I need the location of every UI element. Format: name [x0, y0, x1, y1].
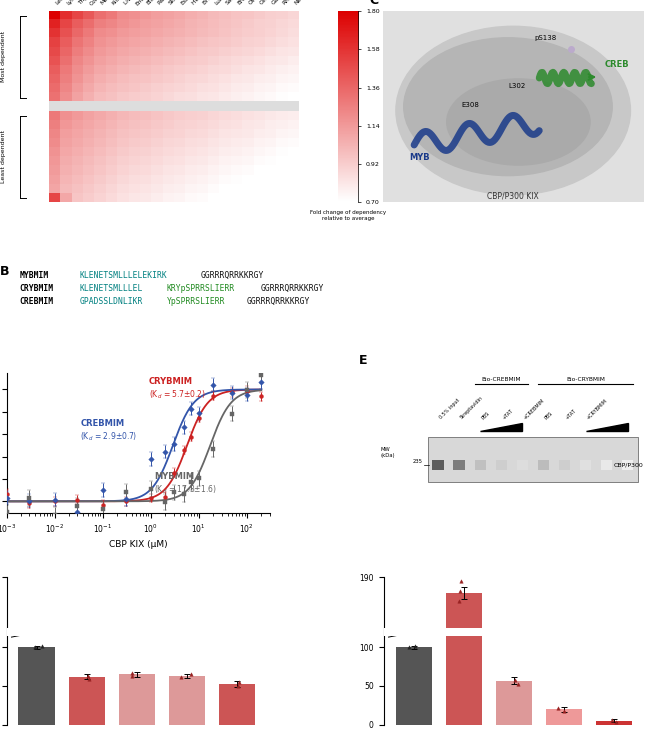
Text: MYBMIM: MYBMIM — [154, 472, 194, 481]
Bar — [601, 460, 612, 470]
Text: C: C — [370, 0, 379, 7]
Polygon shape — [480, 423, 523, 431]
Bar — [6, 628, 266, 635]
X-axis label: CBP KIX (μM): CBP KIX (μM) — [109, 540, 168, 549]
Text: Streptavidin: Streptavidin — [460, 395, 484, 420]
Text: KRYpSPRRSLIERR: KRYpSPRRSLIERR — [166, 284, 235, 293]
Bar — [18, 647, 55, 725]
Bar — [118, 674, 155, 725]
Bar — [622, 460, 634, 470]
Text: (K$_d$ = 2.9±0.7): (K$_d$ = 2.9±0.7) — [80, 431, 138, 444]
Text: pS138: pS138 — [534, 34, 556, 41]
Text: GGRRRQRRKKRGY: GGRRRQRRKKRGY — [200, 271, 263, 280]
Text: +CREBMIM: +CREBMIM — [523, 397, 545, 420]
Text: (K$_d$ = 5.7±0.2): (K$_d$ = 5.7±0.2) — [149, 389, 205, 401]
Polygon shape — [586, 423, 628, 431]
Text: MYBMIM: MYBMIM — [20, 271, 49, 280]
Bar — [538, 460, 549, 470]
Bar — [168, 676, 205, 725]
Bar — [454, 460, 465, 470]
Text: 0.5% input: 0.5% input — [438, 398, 461, 420]
Text: +TAT: +TAT — [501, 408, 514, 420]
Text: MYB: MYB — [409, 153, 430, 163]
Bar — [384, 628, 644, 635]
Text: MW
(kDa): MW (kDa) — [380, 447, 395, 458]
Bar — [495, 681, 532, 725]
Bar — [580, 460, 592, 470]
Text: +CRYBMIM: +CRYBMIM — [586, 397, 608, 420]
Text: PBS: PBS — [480, 410, 490, 420]
Text: Most dependent: Most dependent — [1, 31, 6, 82]
Text: CBP/P300: CBP/P300 — [614, 463, 644, 467]
Bar — [428, 437, 638, 482]
Text: Bio-CRYBMIM: Bio-CRYBMIM — [566, 378, 605, 382]
Bar — [395, 647, 432, 725]
Bar — [517, 460, 528, 470]
Bar — [474, 460, 486, 470]
Ellipse shape — [396, 26, 630, 195]
Bar — [445, 593, 482, 725]
Text: CRYBMIM: CRYBMIM — [20, 284, 53, 293]
Text: CBP/P300 KIX: CBP/P300 KIX — [488, 192, 539, 201]
Text: L302: L302 — [508, 83, 525, 89]
Bar — [595, 721, 632, 725]
Ellipse shape — [404, 38, 612, 176]
Text: KLENETSMLLLEL: KLENETSMLLLEL — [80, 284, 143, 293]
Text: E: E — [359, 354, 368, 367]
Text: YpSPRRSLIERR: YpSPRRSLIERR — [166, 296, 225, 306]
Bar — [68, 676, 105, 725]
Text: GGRRRQRRKKRGY: GGRRRQRRKKRGY — [247, 296, 310, 306]
Text: KLENETSMLLLELEKIRK: KLENETSMLLLELEKIRK — [80, 271, 168, 280]
Text: CREB: CREB — [604, 60, 629, 69]
Text: 235: 235 — [412, 460, 423, 465]
Text: PBS: PBS — [543, 410, 554, 420]
Text: Fold change of dependency
relative to average: Fold change of dependency relative to av… — [310, 210, 386, 221]
Text: +TAT: +TAT — [565, 408, 577, 420]
Ellipse shape — [447, 79, 590, 165]
Text: Bio-CREBMIM: Bio-CREBMIM — [482, 378, 521, 382]
Bar — [559, 460, 570, 470]
Text: CRYBMIM: CRYBMIM — [149, 377, 192, 386]
Text: E308: E308 — [461, 102, 479, 108]
Text: (K$_d$ = 17.3±1.6): (K$_d$ = 17.3±1.6) — [154, 484, 216, 496]
Bar — [545, 709, 582, 725]
Text: Least dependent: Least dependent — [1, 130, 6, 183]
Text: B: B — [0, 265, 10, 278]
Text: CREBMIM: CREBMIM — [20, 296, 53, 306]
Bar — [495, 460, 507, 470]
Bar — [432, 460, 444, 470]
Text: CREBMIM: CREBMIM — [80, 419, 124, 427]
Text: GPADSSLDNLIKR: GPADSSLDNLIKR — [80, 296, 143, 306]
Bar — [218, 684, 255, 725]
Text: GGRRRQRRKKRGY: GGRRRQRRKKRGY — [261, 284, 324, 293]
